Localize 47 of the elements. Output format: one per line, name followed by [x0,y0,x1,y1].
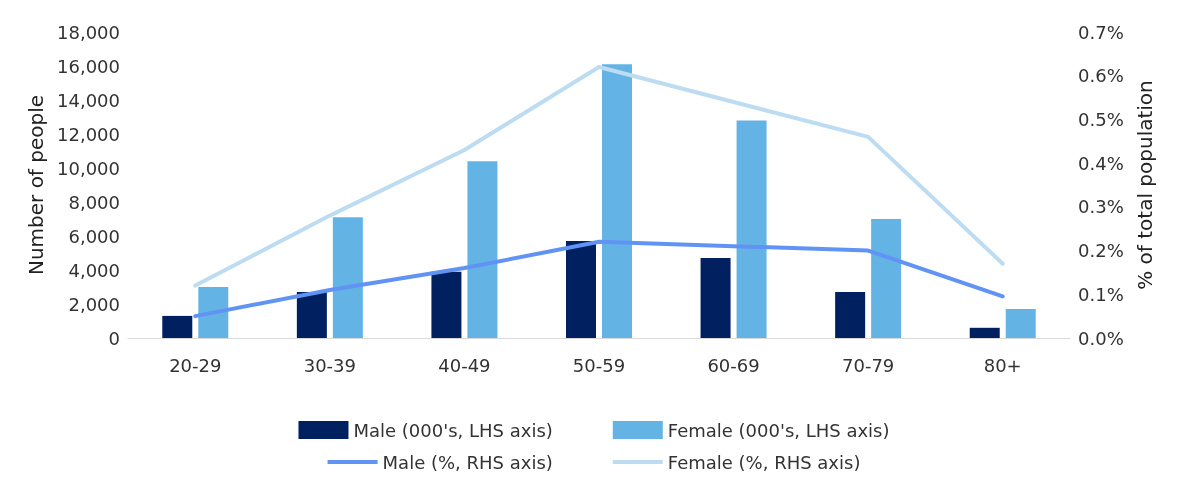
bar [198,287,229,338]
bar [736,120,767,338]
y-axis-title: Number of people [24,94,49,276]
y-tick-label: 8,000 [68,191,120,213]
y2-axis-title: % of total population [1132,80,1157,290]
legend-label: Male (000's, LHS axis) [353,419,553,441]
bar [296,292,327,338]
x-tick-label: 60-69 [707,354,760,376]
y2-tick-label: 0.2% [1078,240,1124,262]
y2-tick-label: 0.0% [1078,327,1124,349]
x-tick-label: 30-39 [303,354,357,376]
y-tick-label: 18,000 [57,21,120,43]
bar [969,327,1000,338]
x-tick-label: 20-29 [169,354,222,376]
line-series [193,239,1005,319]
y2-tick-label: 0.5% [1078,108,1124,130]
bar [871,219,902,338]
line-series [193,64,1005,288]
legend-label: Male (%, RHS axis) [382,451,553,473]
x-tick-label: 50-59 [572,354,626,376]
bar [602,64,632,338]
y-tick-label: 12,000 [57,123,120,145]
legend-label: Female (%, RHS axis) [667,451,861,473]
y-tick-label: 10,000 [57,157,120,179]
bar [1005,309,1036,338]
bar [162,315,193,338]
legend-label: Female (000's, LHS axis) [667,419,890,441]
bar [332,217,363,338]
bar [566,241,596,338]
bar [467,161,498,338]
x-tick-label: 70-79 [841,354,895,376]
y-tick-label: 2,000 [68,293,120,315]
y-tick-label: 0 [108,327,120,349]
y-tick-label: 14,000 [57,89,120,111]
y-tick-label: 4,000 [68,259,120,281]
bar [431,271,462,338]
y-tick-label: 16,000 [57,55,120,77]
x-tick-label: 80+ [983,354,1022,376]
bar [835,292,866,338]
y2-tick-label: 0.3% [1078,196,1124,218]
bar [700,258,731,338]
x-tick-label: 40-49 [438,354,491,376]
y2-tick-label: 0.1% [1078,283,1124,305]
y-tick-label: 6,000 [68,225,120,247]
y2-tick-label: 0.7% [1078,21,1124,43]
y2-tick-label: 0.6% [1078,65,1124,87]
y2-tick-label: 0.4% [1078,152,1124,174]
